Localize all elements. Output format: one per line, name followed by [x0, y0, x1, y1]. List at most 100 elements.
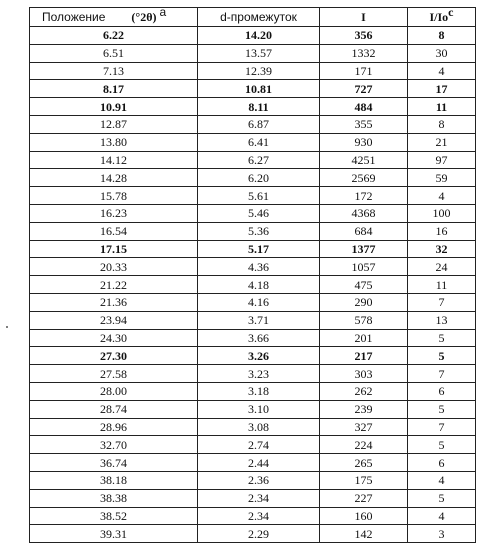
- cell-intensity: 142: [319, 524, 408, 543]
- cell-relative-intensity: 4: [407, 186, 476, 205]
- cell-intensity: 171: [319, 61, 408, 81]
- cell-position: 17.15: [29, 239, 198, 259]
- cell-position: 27.58: [29, 364, 198, 383]
- cell-position: 36.74: [29, 453, 198, 472]
- cell-relative-intensity: 6: [407, 453, 476, 472]
- cell-relative-intensity: 16: [407, 221, 476, 241]
- cell-position: 21.36: [29, 292, 198, 312]
- cell-position: 16.23: [29, 203, 198, 223]
- cell-relative-intensity: 21: [407, 132, 476, 152]
- cell-d-spacing: 4.16: [197, 292, 320, 312]
- cell-intensity: 1332: [319, 43, 408, 63]
- header-row: Положение (°2θ) a d-промежуток I I/Ioc: [29, 7, 476, 27]
- header-relative-intensity: I/Ioc: [407, 7, 476, 27]
- cell-intensity: 4251: [319, 150, 408, 170]
- cell-intensity: 327: [319, 417, 408, 437]
- cell-relative-intensity: 11: [407, 97, 476, 116]
- header-intensity: I: [319, 7, 408, 27]
- cell-d-spacing: 8.11: [197, 97, 320, 116]
- cell-position: 23.94: [29, 310, 198, 330]
- table-row: 38.18 2.36 175 4: [29, 470, 476, 490]
- cell-position: 38.52: [29, 506, 198, 526]
- cell-d-spacing: 5.36: [197, 221, 320, 241]
- table-row: 36.74 2.44 265 6: [29, 453, 476, 472]
- table-row: 13.80 6.41 930 21: [29, 132, 476, 152]
- table-row: 16.54 5.36 684 16: [29, 221, 476, 241]
- table-row: 27.58 3.23 303 7: [29, 364, 476, 383]
- cell-d-spacing: 12.39: [197, 61, 320, 81]
- cell-relative-intensity: 32: [407, 239, 476, 259]
- table-row: 21.22 4.18 475 11: [29, 275, 476, 294]
- cell-relative-intensity: 59: [407, 168, 476, 188]
- cell-d-spacing: 2.44: [197, 453, 320, 472]
- cell-intensity: 1057: [319, 257, 408, 277]
- cell-position: 12.87: [29, 114, 198, 134]
- cell-d-spacing: 4.36: [197, 257, 320, 277]
- cell-intensity: 1377: [319, 239, 408, 259]
- stray-mark: [6, 326, 8, 328]
- cell-relative-intensity: 8: [407, 26, 476, 45]
- table-header: Положение (°2θ) a d-промежуток I I/Ioc: [29, 7, 476, 27]
- cell-intensity: 484: [319, 97, 408, 116]
- cell-intensity: 4368: [319, 203, 408, 223]
- cell-position: 20.33: [29, 257, 198, 277]
- cell-position: 14.12: [29, 150, 198, 170]
- cell-d-spacing: 3.71: [197, 310, 320, 330]
- cell-position: 28.74: [29, 399, 198, 419]
- cell-intensity: 201: [319, 328, 408, 348]
- cell-position: 28.00: [29, 381, 198, 401]
- cell-relative-intensity: 3: [407, 524, 476, 543]
- header-relative-footnote: c: [448, 7, 454, 19]
- cell-d-spacing: 6.20: [197, 168, 320, 188]
- cell-d-spacing: 2.34: [197, 488, 320, 508]
- cell-position: 6.51: [29, 43, 198, 63]
- table-row: 14.12 6.27 4251 97: [29, 150, 476, 170]
- cell-d-spacing: 3.23: [197, 364, 320, 383]
- table-row: 28.00 3.18 262 6: [29, 381, 476, 401]
- table-row: 6.22 14.20 356 8: [29, 26, 476, 45]
- table-row: 28.74 3.10 239 5: [29, 399, 476, 419]
- table-row: 39.31 2.29 142 3: [29, 524, 476, 543]
- cell-d-spacing: 5.61: [197, 186, 320, 205]
- table-row: 20.33 4.36 1057 24: [29, 257, 476, 277]
- table-row: 28.96 3.08 327 7: [29, 417, 476, 437]
- cell-d-spacing: 4.18: [197, 275, 320, 294]
- cell-intensity: 265: [319, 453, 408, 472]
- cell-relative-intensity: 4: [407, 470, 476, 490]
- cell-relative-intensity: 5: [407, 346, 476, 366]
- table-row: 6.51 13.57 1332 30: [29, 43, 476, 63]
- cell-relative-intensity: 5: [407, 399, 476, 419]
- cell-d-spacing: 3.26: [197, 346, 320, 366]
- table-row: 15.78 5.61 172 4: [29, 186, 476, 205]
- cell-relative-intensity: 97: [407, 150, 476, 170]
- cell-intensity: 290: [319, 292, 408, 312]
- cell-intensity: 2569: [319, 168, 408, 188]
- cell-relative-intensity: 30: [407, 43, 476, 63]
- cell-intensity: 930: [319, 132, 408, 152]
- cell-d-spacing: 2.74: [197, 435, 320, 455]
- cell-position: 14.28: [29, 168, 198, 188]
- cell-d-spacing: 6.87: [197, 114, 320, 134]
- cell-intensity: 578: [319, 310, 408, 330]
- cell-relative-intensity: 7: [407, 292, 476, 312]
- xrd-peak-table: Положение (°2θ) a d-промежуток I I/Ioc 6.…: [29, 7, 476, 543]
- cell-d-spacing: 3.08: [197, 417, 320, 437]
- header-relative-intensity-label: I/Io: [429, 9, 449, 24]
- cell-d-spacing: 3.18: [197, 381, 320, 401]
- table-row: 32.70 2.74 224 5: [29, 435, 476, 455]
- header-position: Положение (°2θ) a: [29, 7, 198, 27]
- cell-relative-intensity: 100: [407, 203, 476, 223]
- table-row: 7.13 12.39 171 4: [29, 61, 476, 81]
- cell-intensity: 356: [319, 26, 408, 45]
- cell-position: 15.78: [29, 186, 198, 205]
- header-d-spacing-label: d-промежуток: [220, 9, 297, 24]
- table-row: 12.87 6.87 355 8: [29, 114, 476, 134]
- table-row: 27.30 3.26 217 5: [29, 346, 476, 366]
- cell-intensity: 475: [319, 275, 408, 294]
- cell-relative-intensity: 4: [407, 506, 476, 526]
- cell-intensity: 303: [319, 364, 408, 383]
- table-row: 21.36 4.16 290 7: [29, 292, 476, 312]
- cell-d-spacing: 2.29: [197, 524, 320, 543]
- cell-position: 21.22: [29, 275, 198, 294]
- cell-intensity: 175: [319, 470, 408, 490]
